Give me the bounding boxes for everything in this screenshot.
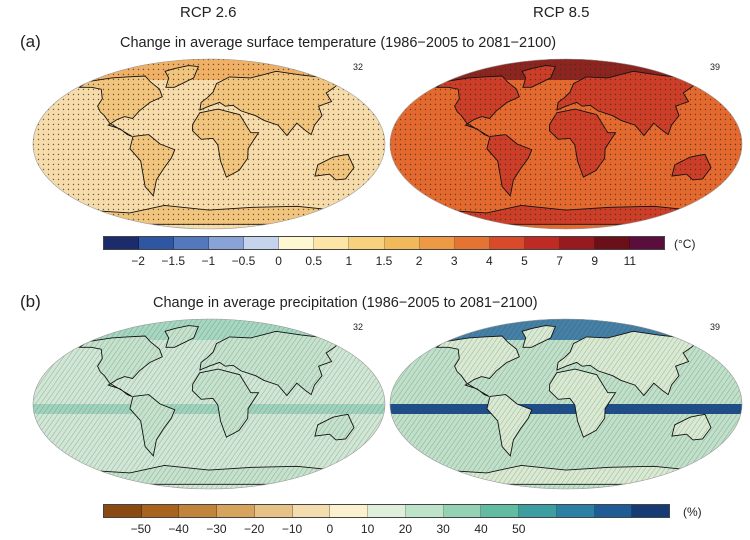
colorbar-precipitation-unit: (%) <box>683 505 702 519</box>
colorbar-swatch <box>104 237 140 249</box>
map-precipitation-rcp26 <box>32 318 386 490</box>
colorbar-swatch <box>594 505 633 517</box>
colorbar-tick-label: 10 <box>360 522 375 536</box>
map-outline <box>32 58 386 230</box>
colorbar-tick-label: 20 <box>398 522 413 536</box>
map-temperature-rcp85 <box>389 58 743 230</box>
column-heading-rcp26: RCP 2.6 <box>180 4 237 21</box>
low-agreement-hatching <box>33 319 385 489</box>
colorbar-swatch <box>443 505 482 517</box>
colorbar-swatch <box>254 505 293 517</box>
colorbar-swatch <box>632 505 670 517</box>
low-agreement-hatching <box>390 319 742 489</box>
colorbar-precipitation-ticks: −50 −40 −30 −20 −10 0 10 20 30 40 50 <box>0 522 750 538</box>
panel-b-title: Change in average precipitation (1986−20… <box>153 295 538 311</box>
colorbar-tick-label: 5 <box>521 254 528 268</box>
colorbar-tick-label: −1.5 <box>161 254 186 268</box>
colorbar-tick-label: −40 <box>168 522 189 536</box>
colorbar-tick-label: 11 <box>623 254 637 268</box>
colorbar-tick-label: 1 <box>345 254 353 268</box>
colorbar-tick-label: 40 <box>474 522 488 536</box>
colorbar-swatch <box>519 505 557 517</box>
colorbar-swatch <box>481 505 520 517</box>
colorbar-tick-label: −50 <box>130 522 151 536</box>
colorbar-swatch <box>629 237 664 249</box>
colorbar-tick-label: −20 <box>244 522 265 536</box>
model-count-a-left: 32 <box>353 62 364 72</box>
colorbar-swatch <box>405 505 444 517</box>
model-count-b-right: 39 <box>710 322 721 332</box>
colorbar-tick-label: −10 <box>281 522 303 536</box>
colorbar-swatch <box>524 237 560 249</box>
colorbar-swatch <box>314 237 350 249</box>
panel-b-label: (b) <box>20 292 41 311</box>
significance-stippling <box>390 59 742 229</box>
colorbar-temperature-ticks: −2 −1.5 −1 −0.5 0 0.5 1 1.5 2 3 4 5 7 9 11 <box>0 254 750 270</box>
colorbar-swatch <box>209 237 245 249</box>
colorbar-temperature <box>103 236 665 250</box>
colorbar-swatch <box>217 505 255 517</box>
colorbar-swatch <box>454 237 490 249</box>
colorbar-tick-label: −1 <box>201 254 216 268</box>
colorbar-tick-label: 0 <box>326 522 334 536</box>
colorbar-tick-label: 2 <box>415 254 423 268</box>
map-outline <box>32 318 386 490</box>
colorbar-temperature-unit: (°C) <box>674 237 696 251</box>
map-temperature-rcp26 <box>32 58 386 230</box>
colorbar-tick-label: 0.5 <box>305 254 323 268</box>
colorbar-swatch <box>174 237 210 249</box>
colorbar-swatch <box>594 237 630 249</box>
colorbar-tick-label: 50 <box>512 522 526 536</box>
colorbar-swatch <box>368 505 406 517</box>
model-count-a-right: 39 <box>710 62 721 72</box>
colorbar-swatch <box>179 505 218 517</box>
colorbar-swatch <box>139 237 175 249</box>
colorbar-tick-label: −2 <box>131 254 145 268</box>
colorbar-swatch <box>489 237 525 249</box>
colorbar-tick-label: 1.5 <box>375 254 393 268</box>
panel-a-title: Change in average surface temperature (1… <box>120 35 557 51</box>
colorbar-swatch <box>279 237 315 249</box>
colorbar-swatch <box>559 237 595 249</box>
colorbar-swatch <box>556 505 595 517</box>
colorbar-swatch <box>330 505 369 517</box>
map-precipitation-rcp85 <box>389 318 743 490</box>
colorbar-tick-label: −0.5 <box>231 254 256 268</box>
colorbar-tick-label: −30 <box>206 522 227 536</box>
significance-stippling <box>33 59 385 229</box>
map-outline <box>389 58 743 230</box>
colorbar-swatch <box>384 237 420 249</box>
colorbar-tick-label: 0 <box>275 254 282 268</box>
colorbar-tick-label: 9 <box>591 254 599 268</box>
colorbar-swatch <box>141 505 180 517</box>
colorbar-tick-label: 3 <box>450 254 458 268</box>
colorbar-precipitation <box>103 504 670 518</box>
colorbar-tick-label: 4 <box>486 254 493 268</box>
colorbar-swatch <box>292 505 331 517</box>
colorbar-tick-label: 7 <box>556 254 563 268</box>
panel-a-label: (a) <box>20 32 41 51</box>
colorbar-swatch <box>244 237 280 249</box>
column-heading-rcp85: RCP 8.5 <box>533 4 590 21</box>
model-count-b-left: 32 <box>353 322 364 332</box>
colorbar-swatch <box>349 237 385 249</box>
colorbar-swatch <box>104 505 142 517</box>
map-outline <box>389 318 743 490</box>
colorbar-tick-label: 30 <box>436 522 450 536</box>
colorbar-swatch <box>419 237 455 249</box>
